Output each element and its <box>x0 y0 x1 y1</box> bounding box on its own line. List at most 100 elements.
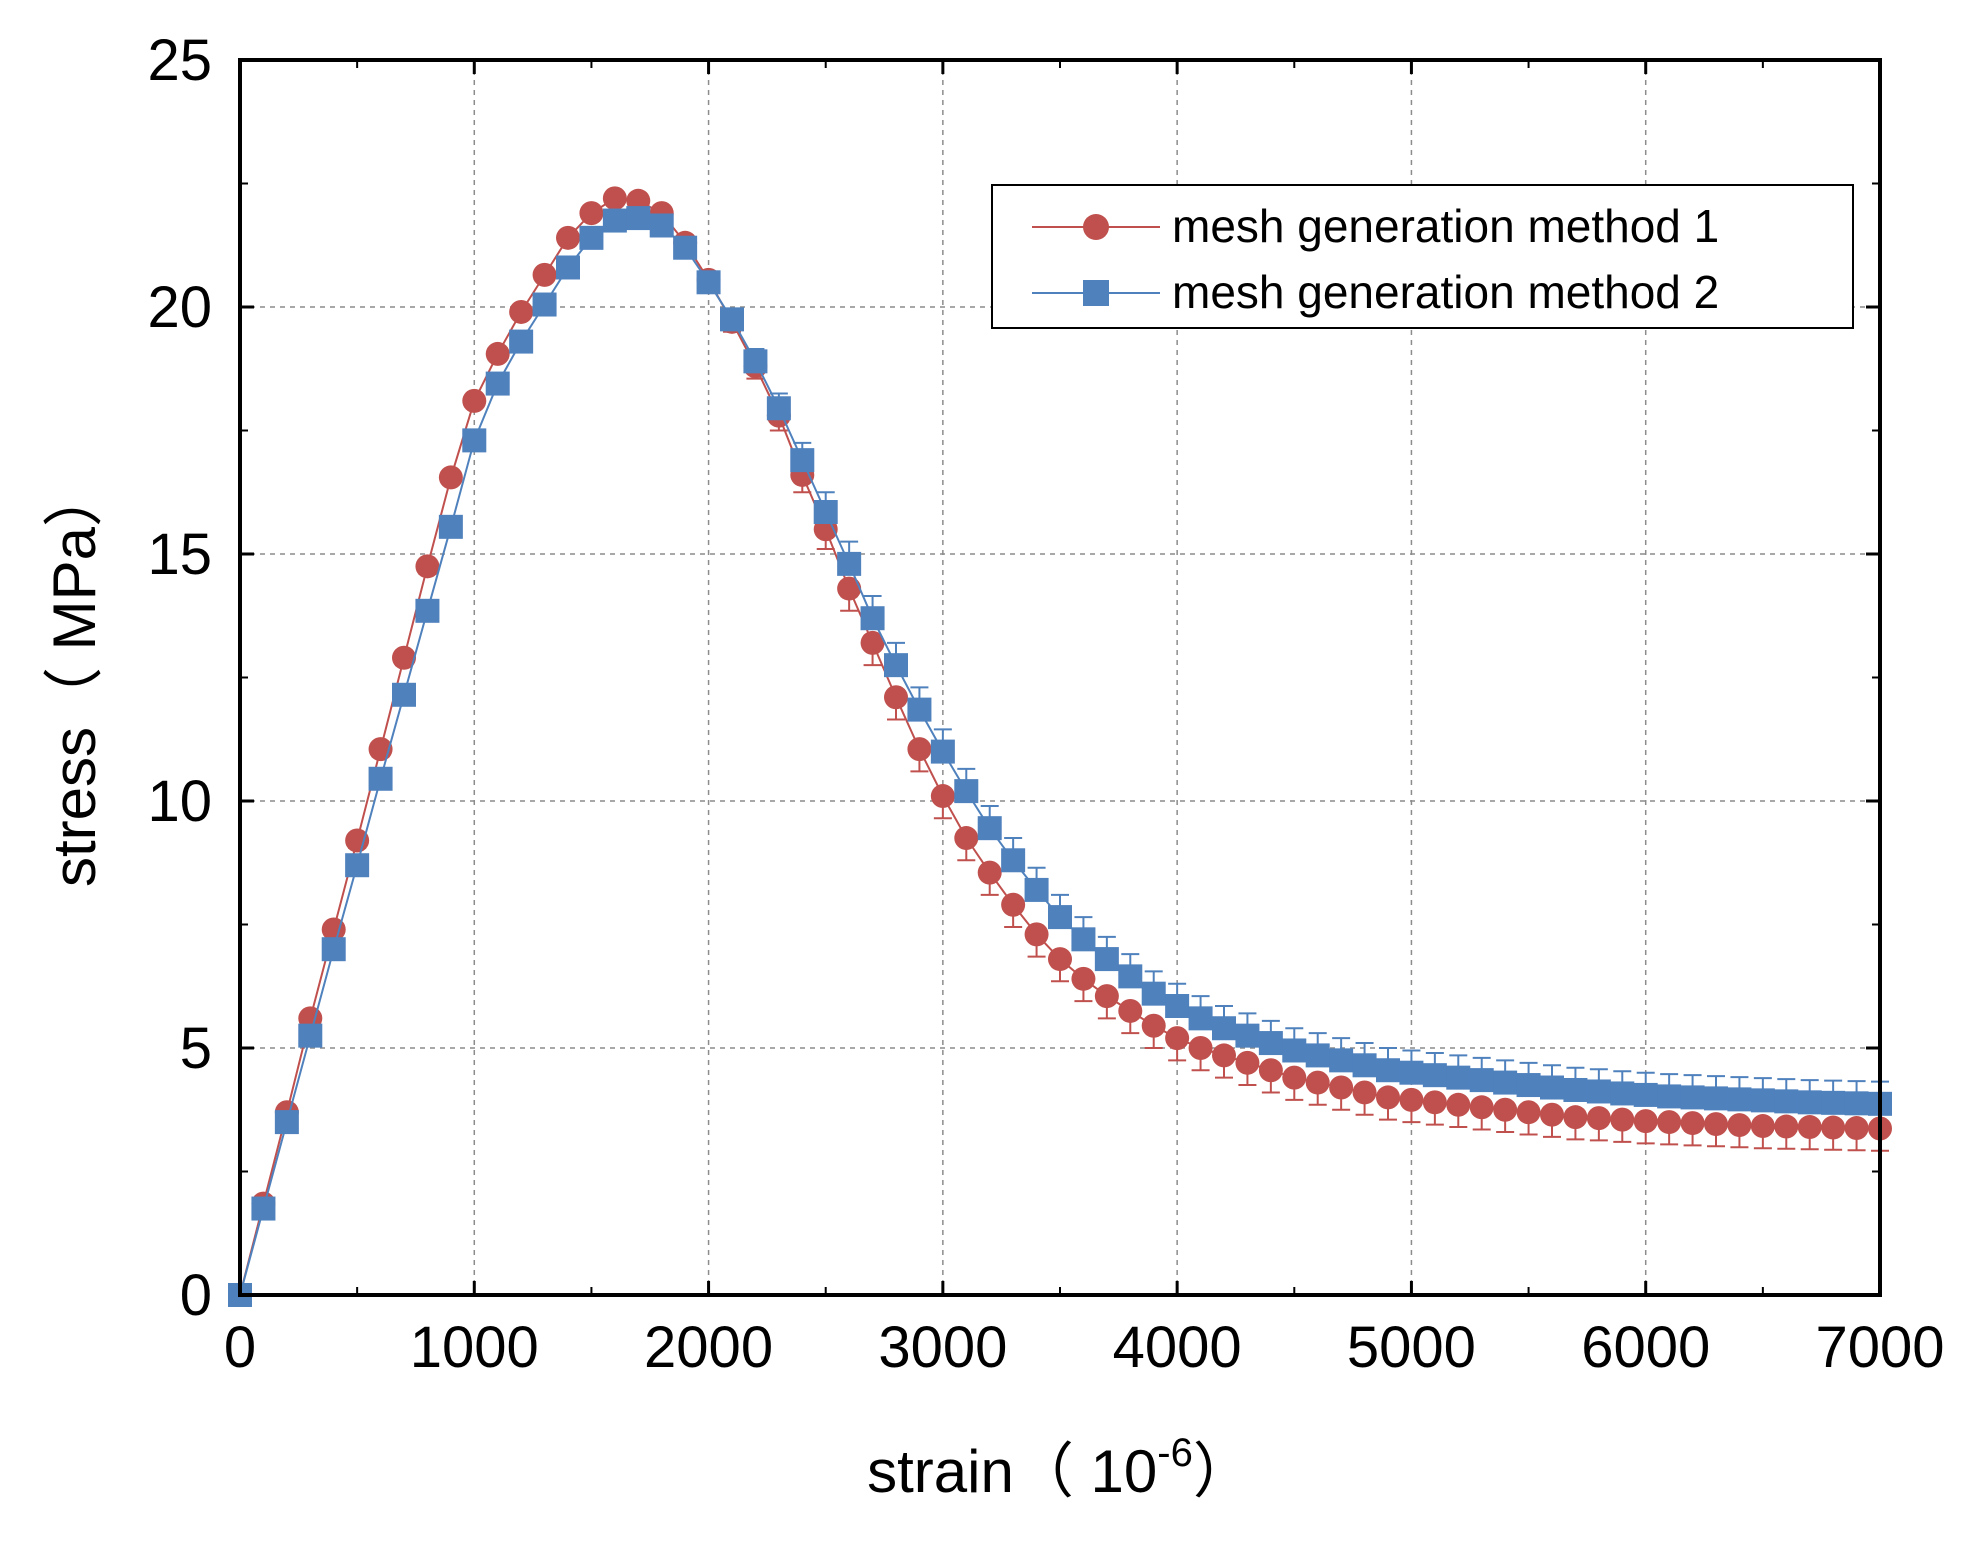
data-point-method-2 <box>954 779 979 804</box>
y-tick-label: 25 <box>147 28 212 93</box>
data-point-method-1 <box>1399 1087 1424 1112</box>
data-point-method-1 <box>1774 1114 1799 1139</box>
data-point-method-2 <box>1329 1048 1354 1073</box>
x-axis-label-superscript: -6 <box>1157 1431 1193 1475</box>
x-tick-label: 7000 <box>1815 1315 1944 1380</box>
data-point-method-2 <box>251 1196 276 1221</box>
data-point-method-1 <box>1212 1043 1236 1068</box>
data-point-method-2 <box>884 653 908 678</box>
y-tick-label: 10 <box>147 769 212 834</box>
legend-label-method-2: mesh generation method 2 <box>1172 266 1719 318</box>
data-point-method-2 <box>1165 994 1190 1019</box>
data-point-method-2 <box>1001 848 1026 873</box>
data-point-method-2 <box>1750 1088 1775 1113</box>
data-point-method-1 <box>1610 1107 1635 1132</box>
data-point-method-1 <box>1329 1075 1354 1100</box>
data-point-method-2 <box>1610 1081 1635 1106</box>
data-point-method-2 <box>1586 1079 1611 1104</box>
data-point-method-2 <box>837 551 862 576</box>
data-point-method-1 <box>1680 1111 1705 1136</box>
data-point-method-1 <box>556 225 580 250</box>
data-point-method-2 <box>930 739 955 764</box>
data-point-method-2 <box>1657 1084 1682 1109</box>
data-point-method-1 <box>415 554 440 579</box>
data-point-method-1 <box>837 576 862 601</box>
legend-marker-method-2 <box>1083 280 1109 306</box>
data-point-method-2 <box>298 1023 323 1048</box>
data-point-method-2 <box>977 816 1002 841</box>
legend-label-method-1: mesh generation method 1 <box>1172 200 1719 252</box>
data-point-method-1 <box>1727 1113 1752 1138</box>
data-point-method-2 <box>1704 1086 1728 1111</box>
y-tick-label: 15 <box>147 522 212 587</box>
data-point-method-2 <box>368 766 393 791</box>
data-point-method-2 <box>696 270 721 295</box>
data-point-method-2 <box>1024 877 1049 902</box>
data-point-method-2 <box>1118 964 1143 989</box>
data-point-method-1 <box>1657 1110 1682 1135</box>
data-point-method-2 <box>1540 1075 1564 1100</box>
data-point-method-2 <box>1680 1085 1705 1110</box>
legend-box <box>991 184 1854 329</box>
data-point-method-1 <box>1516 1100 1541 1125</box>
data-point-method-1 <box>1094 984 1119 1009</box>
data-point-method-2 <box>813 500 838 525</box>
data-point-method-2 <box>415 598 440 623</box>
tick-layer <box>238 58 1882 1297</box>
data-point-method-2 <box>673 235 698 260</box>
data-point-method-2 <box>602 208 627 233</box>
data-point-method-2 <box>1844 1091 1869 1116</box>
data-point-method-1 <box>1469 1095 1494 1120</box>
data-point-method-1 <box>1376 1085 1400 1110</box>
data-point-method-2 <box>649 213 674 238</box>
data-point-method-1 <box>1071 966 1096 991</box>
data-point-method-2 <box>392 682 416 707</box>
data-point-method-1 <box>860 630 885 655</box>
x-axis-label-main: strain（ 10 <box>867 1438 1157 1505</box>
data-point-method-1 <box>1633 1109 1658 1134</box>
data-point-method-2 <box>1212 1016 1236 1041</box>
x-tick-label: 3000 <box>878 1315 1007 1380</box>
y-tick-label: 20 <box>147 275 212 340</box>
data-point-method-2 <box>1235 1023 1260 1048</box>
data-point-method-1 <box>1422 1090 1447 1115</box>
data-point-method-2 <box>1188 1006 1213 1031</box>
data-point-method-1 <box>485 341 510 366</box>
data-point-method-2 <box>1727 1087 1752 1112</box>
data-point-method-1 <box>1797 1115 1822 1140</box>
data-point-method-1 <box>1024 922 1049 947</box>
data-point-method-2 <box>1258 1031 1283 1056</box>
x-axis-label: strain（ 10-6） <box>867 1431 1253 1505</box>
data-point-method-2 <box>485 371 510 396</box>
data-point-method-2 <box>321 937 346 962</box>
series-layer <box>228 186 1892 1307</box>
data-point-method-2 <box>438 514 463 539</box>
y-tick-label: 0 <box>180 1263 212 1328</box>
data-point-method-2 <box>766 396 791 421</box>
data-point-method-2 <box>345 853 370 878</box>
series-line-1 <box>239 197 1881 1296</box>
data-point-method-2 <box>1094 947 1119 972</box>
data-point-method-1 <box>977 860 1002 885</box>
data-point-method-1 <box>1141 1013 1166 1038</box>
data-point-method-1 <box>907 737 932 762</box>
data-point-method-1 <box>1165 1026 1190 1051</box>
data-point-method-2 <box>462 428 487 453</box>
data-point-method-1 <box>579 201 604 226</box>
data-point-method-1 <box>1352 1080 1377 1105</box>
data-point-method-2 <box>1797 1090 1822 1115</box>
data-point-method-1 <box>1821 1115 1846 1140</box>
data-point-method-2 <box>1821 1090 1846 1115</box>
data-point-method-2 <box>509 329 534 354</box>
data-point-method-2 <box>626 206 651 231</box>
series-2 <box>228 206 1892 1307</box>
data-point-method-2 <box>532 292 557 317</box>
data-point-method-2 <box>743 349 768 374</box>
data-point-method-1 <box>509 299 534 324</box>
data-point-method-1 <box>1282 1065 1307 1090</box>
data-point-method-1 <box>1001 892 1026 917</box>
data-point-method-2 <box>1493 1070 1518 1095</box>
data-point-method-1 <box>1048 947 1072 972</box>
data-point-method-2 <box>1376 1058 1400 1083</box>
